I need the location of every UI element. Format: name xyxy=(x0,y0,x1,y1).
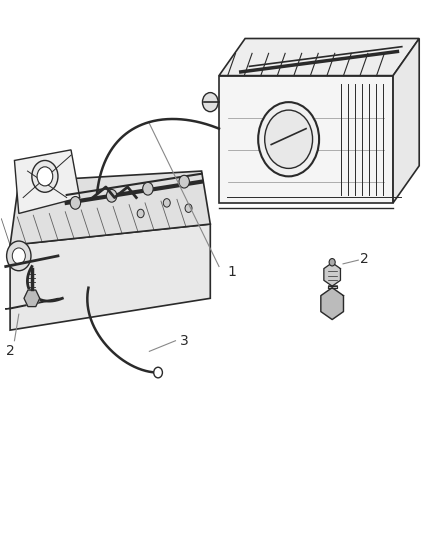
Polygon shape xyxy=(321,288,343,319)
Text: 2: 2 xyxy=(6,344,14,358)
Text: 1: 1 xyxy=(228,265,237,279)
Polygon shape xyxy=(393,38,419,203)
Polygon shape xyxy=(14,150,80,214)
Circle shape xyxy=(163,199,170,207)
Circle shape xyxy=(154,367,162,378)
Polygon shape xyxy=(10,224,210,330)
Text: 2: 2 xyxy=(360,252,369,265)
Circle shape xyxy=(137,209,144,217)
Polygon shape xyxy=(10,171,210,245)
Circle shape xyxy=(265,110,313,168)
Circle shape xyxy=(7,241,31,271)
Polygon shape xyxy=(328,286,336,288)
Circle shape xyxy=(179,175,189,188)
Circle shape xyxy=(32,160,58,192)
Circle shape xyxy=(185,204,192,213)
Polygon shape xyxy=(324,263,340,286)
Circle shape xyxy=(70,197,81,209)
Circle shape xyxy=(329,259,335,266)
Polygon shape xyxy=(6,298,62,309)
Circle shape xyxy=(12,248,25,264)
Circle shape xyxy=(258,102,319,176)
Circle shape xyxy=(202,93,218,112)
Circle shape xyxy=(106,189,117,202)
Circle shape xyxy=(143,182,153,195)
Polygon shape xyxy=(219,38,419,76)
Circle shape xyxy=(37,167,53,186)
Text: 3: 3 xyxy=(180,334,189,348)
Polygon shape xyxy=(24,290,40,306)
Polygon shape xyxy=(219,76,393,203)
